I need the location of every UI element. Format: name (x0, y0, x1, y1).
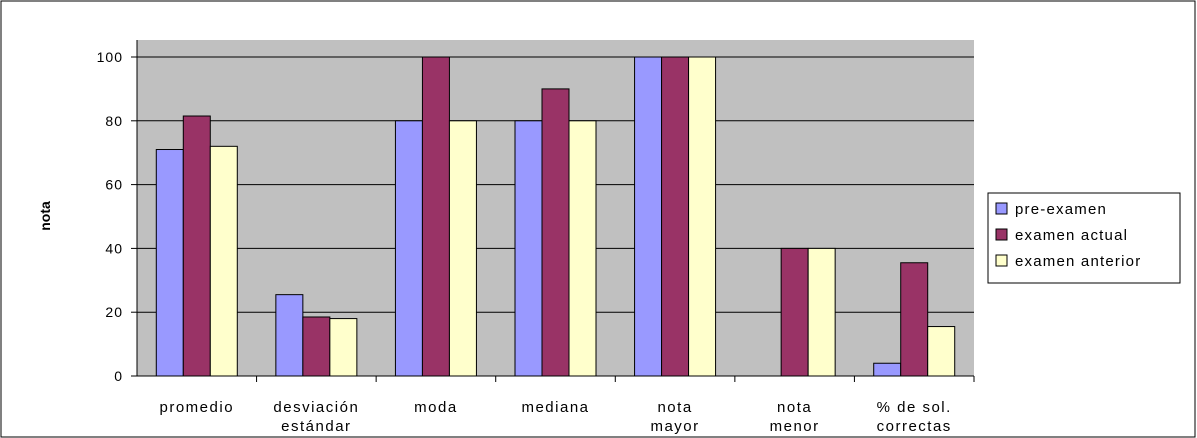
x-tick-label: nota (657, 399, 692, 416)
x-tick-label: menor (770, 418, 820, 435)
bar-examen-anterior-6 (927, 326, 956, 377)
legend: pre-examen examen actual examen anterior (987, 192, 1181, 284)
legend-swatch (995, 202, 1008, 215)
y-tick-label: 80 (105, 113, 123, 129)
legend-label: examen anterior (1015, 253, 1141, 270)
axes (136, 40, 974, 377)
y-tick-label: 100 (97, 49, 123, 65)
bar-examen-actual-1 (302, 316, 331, 377)
x-tick-label: mayor (650, 418, 699, 435)
x-tick-label: correctas (877, 418, 952, 435)
bar-examen-actual-4 (661, 56, 690, 377)
bar-pre-examen-3 (514, 120, 543, 377)
x-tick-label: mediana (521, 399, 589, 416)
bar-examen-anterior-2 (448, 120, 477, 377)
legend-label: pre-examen (1015, 201, 1107, 218)
y-tick-labels: 0 20 40 60 80 100 (97, 49, 137, 384)
x-tick-label: desviación (273, 399, 359, 416)
bar-pre-examen-6 (873, 362, 902, 377)
x-tick-labels: promedio desviación estándar moda mediana not… (160, 376, 975, 435)
bars (155, 56, 956, 377)
bar-pre-examen-4 (634, 56, 663, 377)
y-tick-label: 0 (114, 368, 123, 384)
x-tick-label: estándar (281, 418, 351, 435)
bar-examen-actual-2 (421, 56, 450, 377)
legend-swatch (995, 254, 1008, 267)
legend-swatch (995, 228, 1008, 241)
x-tick-label: % de sol. (877, 399, 952, 416)
x-tick-label: promedio (160, 399, 235, 416)
bar-pre-examen-0 (155, 149, 184, 377)
bar-examen-actual-6 (900, 262, 929, 377)
bar-pre-examen-2 (394, 120, 423, 377)
x-tick-label: moda (414, 399, 458, 416)
x-tick-label: nota (777, 399, 812, 416)
y-tick-label: 60 (105, 177, 123, 193)
bar-examen-anterior-5 (807, 247, 836, 377)
bar-examen-anterior-3 (568, 120, 597, 377)
bar-examen-actual-5 (780, 247, 809, 377)
bar-examen-anterior-1 (329, 318, 358, 377)
bar-examen-anterior-4 (688, 56, 717, 377)
legend-box (987, 192, 1181, 284)
bar-examen-actual-0 (182, 115, 211, 377)
bar-examen-anterior-0 (209, 145, 238, 377)
y-tick-label: 20 (105, 304, 123, 320)
plot-area (136, 40, 974, 377)
y-tick-label: 40 (105, 240, 123, 256)
legend-label: examen actual (1015, 227, 1128, 244)
bar-examen-actual-3 (541, 88, 570, 377)
bar-pre-examen-1 (275, 294, 304, 377)
y-axis-title: nota (37, 201, 53, 231)
